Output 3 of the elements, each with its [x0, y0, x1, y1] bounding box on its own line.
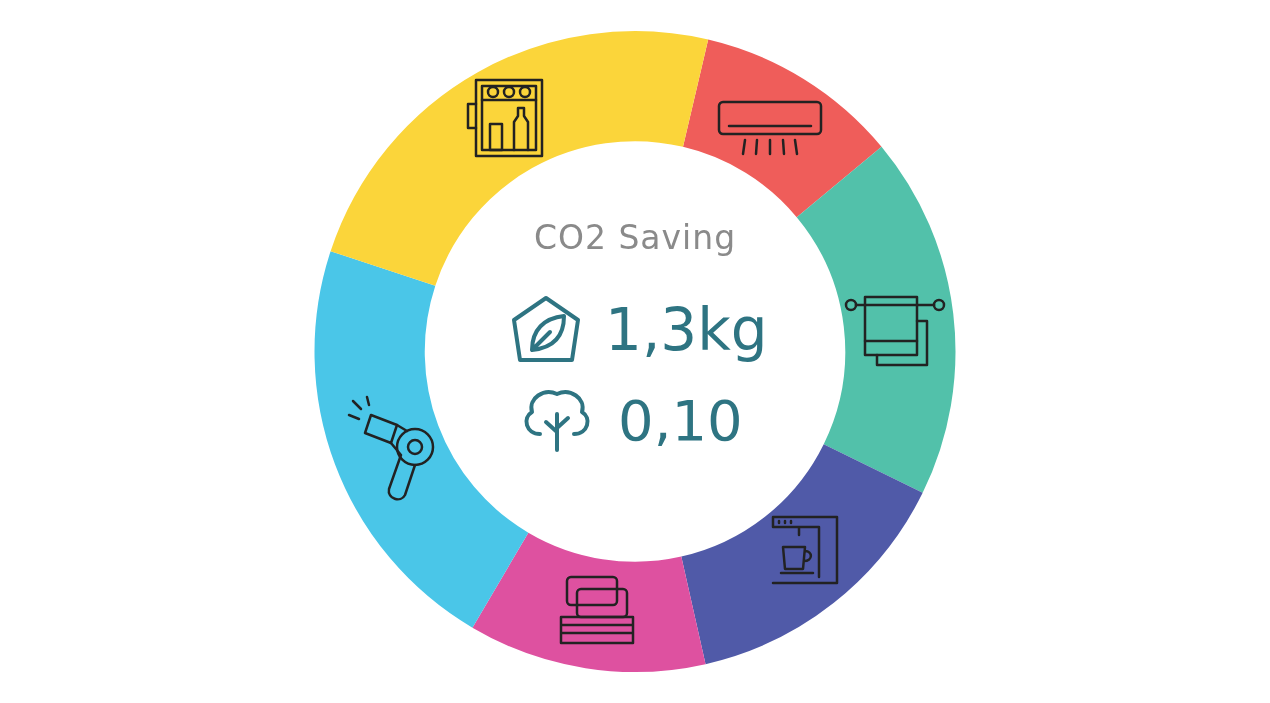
- text: 0,10: [618, 388, 743, 453]
- text: 1,3kg: [605, 296, 768, 364]
- text: CO2 Saving: [532, 218, 738, 257]
